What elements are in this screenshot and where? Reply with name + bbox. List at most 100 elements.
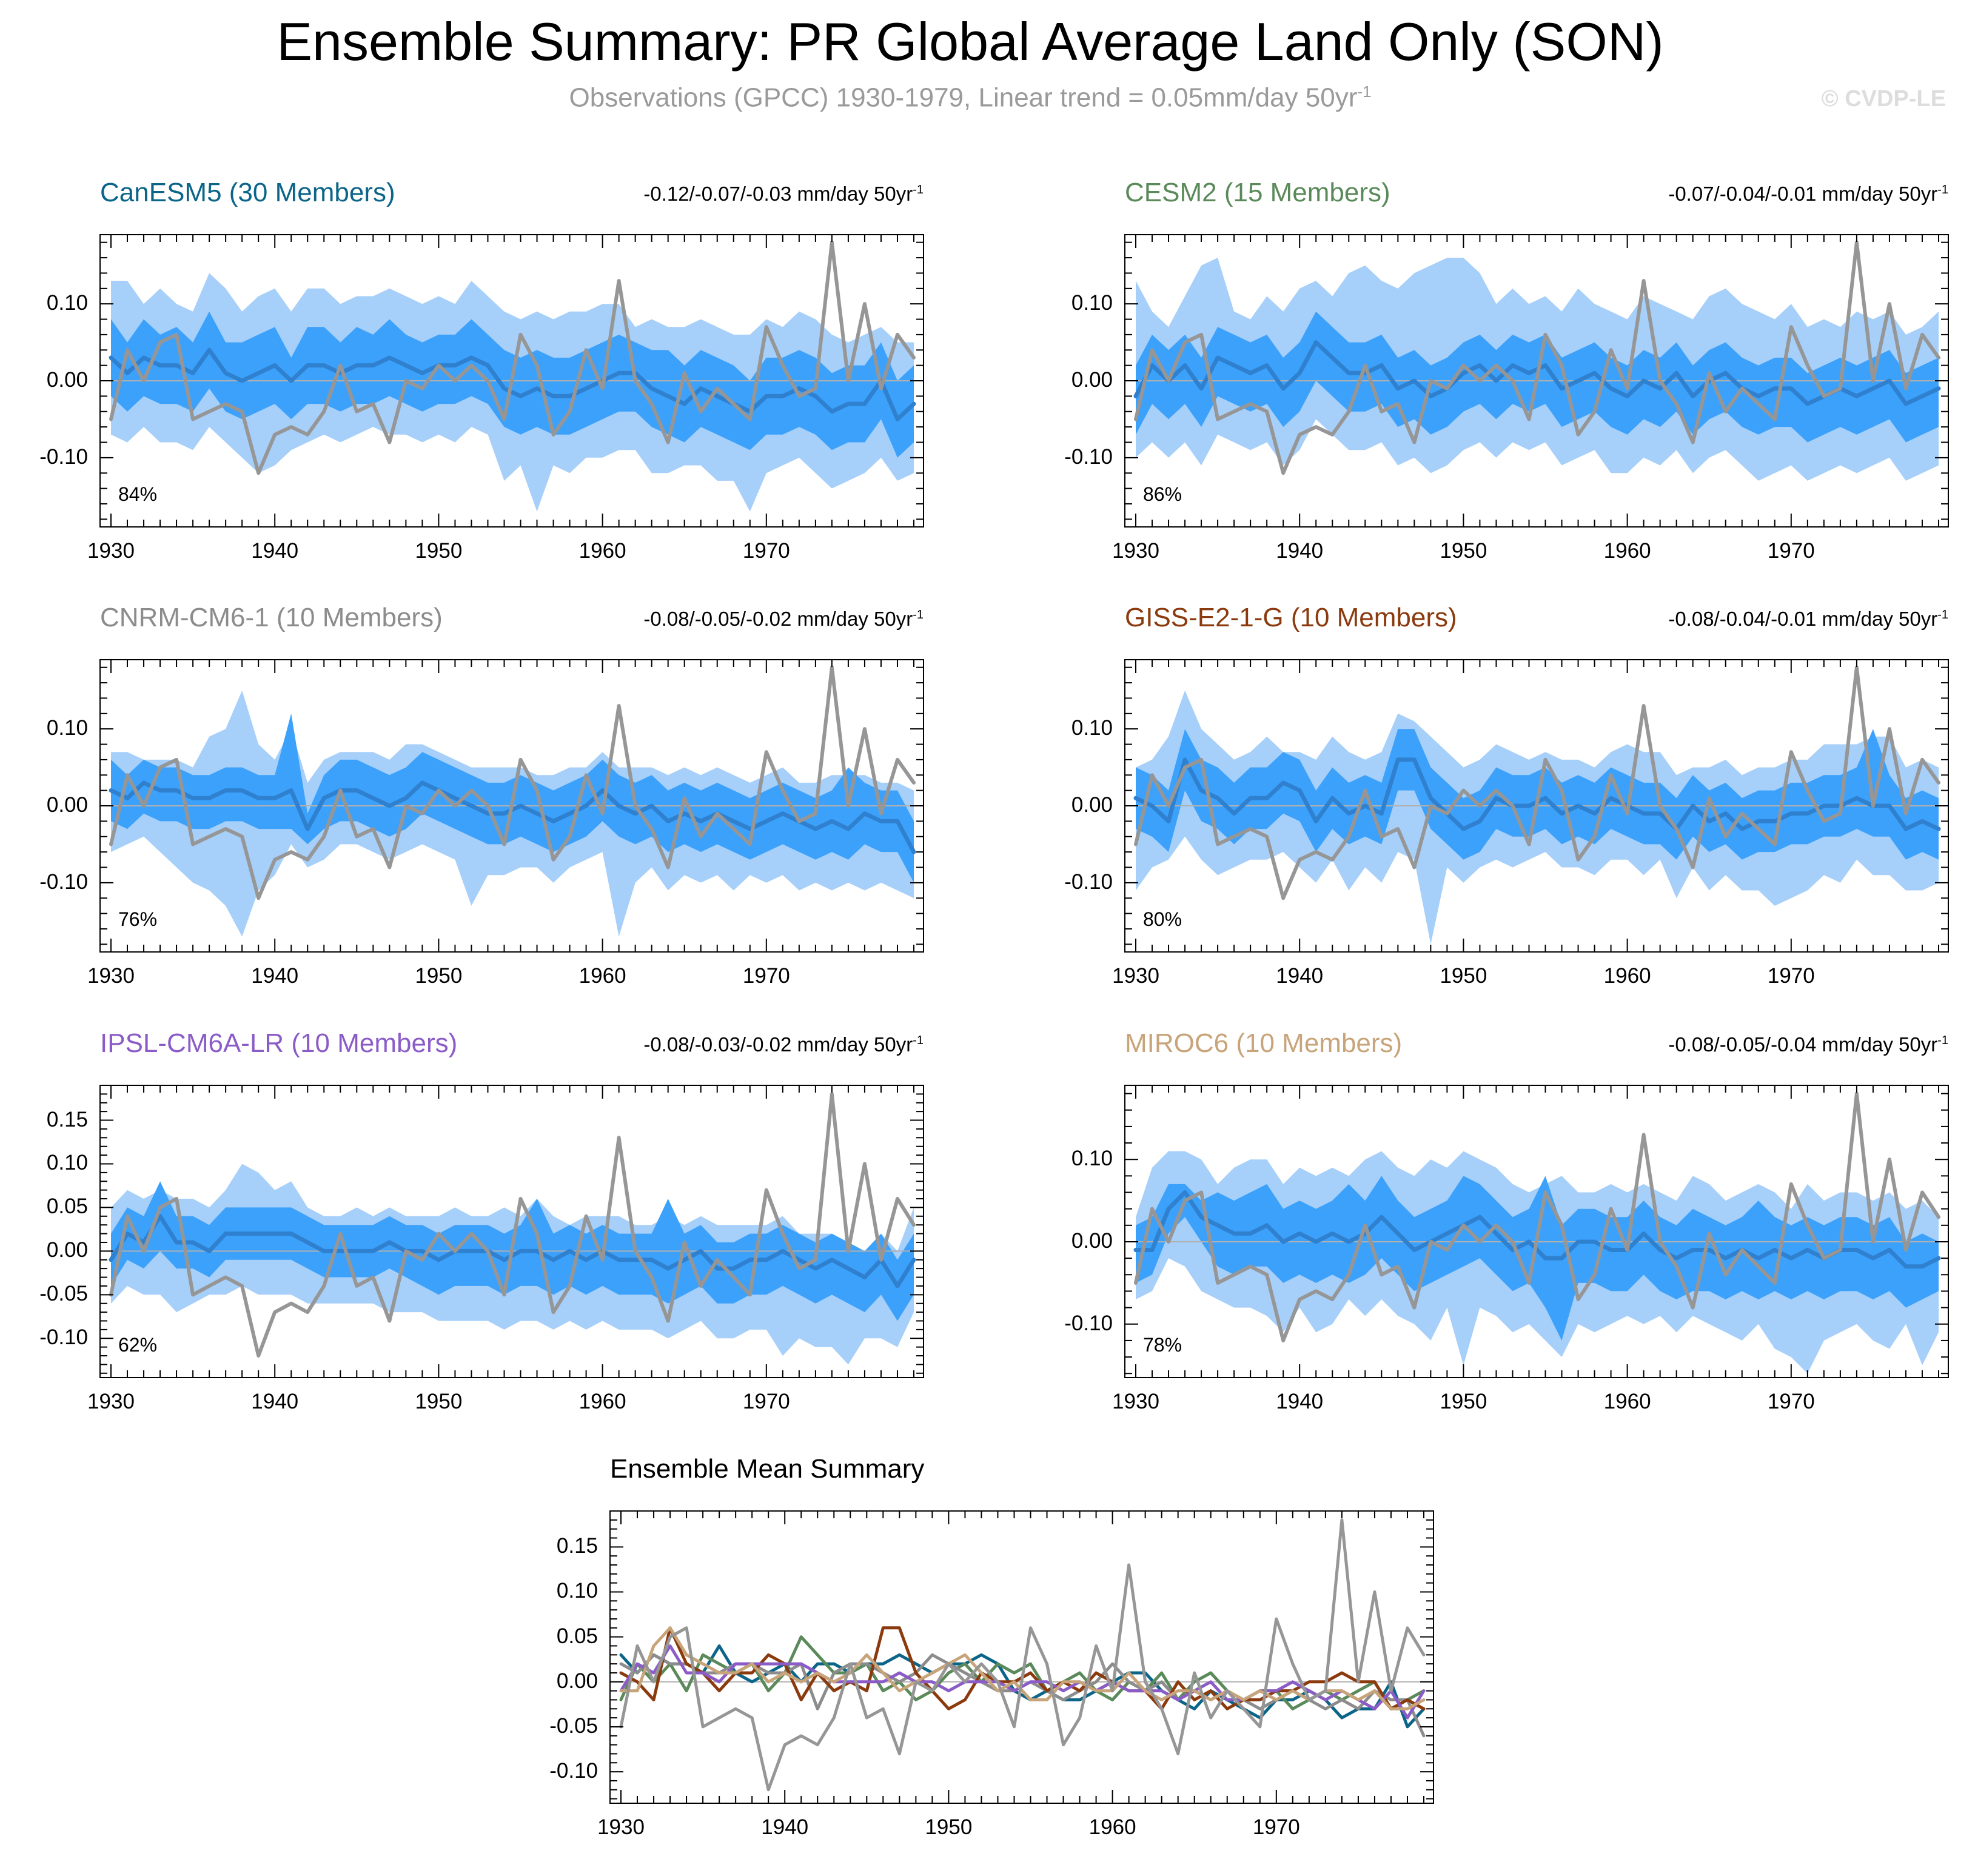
panel-trend: -0.12/-0.07/-0.03 mm/day 50yr-1 bbox=[643, 183, 924, 205]
percent-label: 62% bbox=[118, 1334, 158, 1356]
watermark: © CVDP-LE bbox=[1821, 86, 1946, 112]
x-tick-label: 1930 bbox=[597, 1815, 645, 1839]
plot-frame bbox=[99, 1085, 924, 1378]
x-tick-label: 1950 bbox=[415, 539, 463, 563]
panel-trend: -0.07/-0.04/-0.01 mm/day 50yr-1 bbox=[1668, 183, 1948, 205]
chart-panel-canesm5 bbox=[99, 234, 924, 528]
x-tick-label: 1960 bbox=[578, 964, 626, 988]
x-tick-label: 1960 bbox=[578, 539, 626, 563]
observations-line bbox=[109, 665, 916, 900]
panel-title: CNRM-CM6-1 (10 Members) bbox=[100, 603, 443, 632]
x-tick-label: 1940 bbox=[761, 1815, 809, 1839]
series-line-canesm5 bbox=[619, 1644, 1426, 1729]
y-tick-label: 0.05 bbox=[556, 1624, 598, 1648]
panel-title: IPSL-CM6A-LR (10 Members) bbox=[100, 1028, 458, 1058]
x-tick-label: 1930 bbox=[1112, 539, 1159, 563]
chart-svg-cesm2 bbox=[1124, 234, 1949, 528]
observations-line bbox=[109, 240, 916, 475]
panel-trend: -0.08/-0.05/-0.04 mm/day 50yr-1 bbox=[1668, 1033, 1948, 1056]
chart-panel-summary bbox=[609, 1510, 1434, 1804]
chart-panel-ipsl bbox=[99, 1085, 924, 1378]
chart-panel-giss bbox=[1124, 659, 1949, 953]
y-tick-label: 0.00 bbox=[1071, 1228, 1113, 1253]
y-tick-label: -0.05 bbox=[549, 1714, 598, 1738]
x-tick-label: 1940 bbox=[251, 964, 299, 988]
y-tick-label: 0.10 bbox=[556, 1579, 598, 1603]
y-tick-label: 0.10 bbox=[46, 291, 88, 315]
observations-line bbox=[1134, 1091, 1940, 1342]
series-line-miroc6 bbox=[619, 1626, 1426, 1710]
ensemble-mean-line bbox=[109, 347, 916, 421]
chart-svg-canesm5 bbox=[99, 234, 924, 528]
y-tick-label: -0.05 bbox=[39, 1282, 88, 1306]
panel-title: CESM2 (15 Members) bbox=[1125, 178, 1390, 207]
x-tick-label: 1970 bbox=[1767, 1390, 1815, 1413]
figure-subtitle: Observations (GPCC) 1930-1979, Linear tr… bbox=[569, 82, 1372, 113]
y-tick-label: -0.10 bbox=[39, 444, 88, 469]
x-tick-label: 1940 bbox=[251, 539, 299, 563]
y-tick-label: 0.10 bbox=[46, 716, 88, 740]
y-tick-label: 0.10 bbox=[1071, 1147, 1113, 1171]
x-tick-label: 1930 bbox=[87, 964, 135, 988]
y-tick-label: 0.00 bbox=[556, 1669, 598, 1693]
x-tick-label: 1950 bbox=[1440, 539, 1487, 563]
chart-svg-summary bbox=[609, 1510, 1434, 1804]
y-tick-label: 0.00 bbox=[1071, 368, 1113, 392]
panel-title: GISS-E2-1-G (10 Members) bbox=[1125, 603, 1457, 632]
x-tick-label: 1960 bbox=[1088, 1815, 1136, 1839]
x-tick-label: 1960 bbox=[578, 1390, 626, 1413]
y-tick-label: 0.05 bbox=[46, 1194, 88, 1219]
y-tick-label: -0.10 bbox=[39, 1325, 88, 1350]
panel-trend: -0.08/-0.05/-0.02 mm/day 50yr-1 bbox=[643, 608, 924, 630]
y-tick-label: 0.00 bbox=[46, 793, 88, 817]
observations-line bbox=[109, 1092, 916, 1358]
y-tick-label: 0.00 bbox=[46, 1238, 88, 1262]
y-tick-label: 0.00 bbox=[1071, 793, 1113, 817]
x-tick-label: 1960 bbox=[1603, 539, 1651, 563]
x-tick-label: 1940 bbox=[1276, 1390, 1324, 1413]
y-tick-label: -0.10 bbox=[39, 869, 88, 894]
x-tick-label: 1970 bbox=[742, 1390, 790, 1413]
x-tick-label: 1940 bbox=[1276, 964, 1324, 988]
chart-svg-cnrm bbox=[99, 659, 924, 953]
chart-panel-miroc6 bbox=[1124, 1085, 1949, 1378]
percent-label: 76% bbox=[118, 908, 158, 930]
inner-range-band bbox=[1136, 1176, 1939, 1341]
y-tick-label: 0.10 bbox=[46, 1151, 88, 1175]
y-tick-label: 0.15 bbox=[556, 1534, 598, 1558]
panel-trend: -0.08/-0.03/-0.02 mm/day 50yr-1 bbox=[643, 1033, 924, 1056]
x-tick-label: 1950 bbox=[415, 964, 463, 988]
observations-line bbox=[1134, 665, 1940, 900]
y-tick-label: 0.00 bbox=[46, 368, 88, 392]
x-tick-label: 1960 bbox=[1603, 1390, 1651, 1413]
x-tick-label: 1940 bbox=[251, 1390, 299, 1413]
y-tick-label: -0.10 bbox=[1064, 1311, 1113, 1335]
x-tick-label: 1930 bbox=[87, 1390, 135, 1413]
panel-title: CanESM5 (30 Members) bbox=[100, 178, 395, 207]
y-tick-label: -0.10 bbox=[1064, 869, 1113, 894]
x-tick-label: 1970 bbox=[1767, 539, 1815, 563]
x-tick-label: 1930 bbox=[87, 539, 135, 563]
chart-svg-miroc6 bbox=[1124, 1085, 1949, 1378]
percent-label: 80% bbox=[1143, 908, 1182, 930]
x-tick-label: 1930 bbox=[1112, 1390, 1159, 1413]
ensemble-mean-line bbox=[1133, 1190, 1941, 1269]
figure-title: Ensemble Summary: PR Global Average Land… bbox=[277, 12, 1664, 72]
chart-svg-giss bbox=[1124, 659, 1949, 953]
percent-label: 84% bbox=[118, 483, 158, 505]
chart-svg-ipsl bbox=[99, 1085, 924, 1378]
series-line-observations bbox=[619, 1518, 1426, 1792]
plot-frame bbox=[609, 1510, 1434, 1804]
x-tick-label: 1950 bbox=[415, 1390, 463, 1413]
x-tick-label: 1930 bbox=[1112, 964, 1159, 988]
y-tick-label: -0.10 bbox=[549, 1759, 598, 1783]
plot-frame bbox=[1124, 1085, 1949, 1378]
y-tick-label: -0.10 bbox=[1064, 444, 1113, 469]
x-tick-label: 1950 bbox=[1440, 964, 1487, 988]
y-tick-label: 0.10 bbox=[1071, 291, 1113, 315]
summary-title: Ensemble Mean Summary bbox=[610, 1454, 925, 1484]
chart-panel-cnrm bbox=[99, 659, 924, 953]
panel-trend: -0.08/-0.04/-0.01 mm/day 50yr-1 bbox=[1668, 608, 1948, 630]
x-tick-label: 1950 bbox=[1440, 1390, 1487, 1413]
x-tick-label: 1970 bbox=[1767, 964, 1815, 988]
